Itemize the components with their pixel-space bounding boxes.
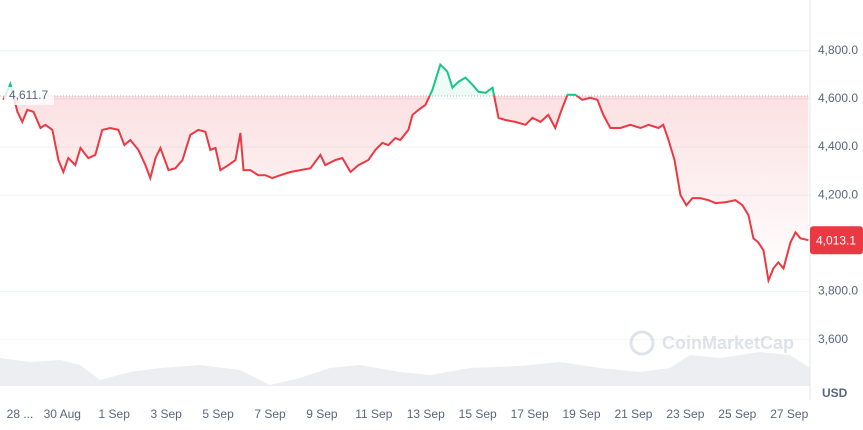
x-tick-label: 9 Sep bbox=[306, 407, 338, 421]
x-tick-label: 3 Sep bbox=[150, 407, 182, 421]
x-tick-label: 25 Sep bbox=[718, 407, 756, 421]
y-tick-label: 4,200.0 bbox=[818, 187, 858, 201]
y-tick-label: 4,800.0 bbox=[818, 43, 858, 57]
y-tick-label: 4,600.0 bbox=[818, 91, 858, 105]
baseline-label-bg bbox=[4, 86, 54, 105]
x-tick-label: 21 Sep bbox=[614, 407, 652, 421]
x-tick-label: 5 Sep bbox=[202, 407, 234, 421]
baseline-label: 4,611.7 bbox=[9, 88, 48, 102]
x-tick-label: 28 ... bbox=[7, 407, 34, 421]
x-tick-label: 1 Sep bbox=[99, 407, 131, 421]
x-tick-label: 13 Sep bbox=[407, 407, 445, 421]
current-price-box bbox=[810, 226, 863, 255]
x-tick-label: 15 Sep bbox=[459, 407, 497, 421]
watermark: CoinMarketCap bbox=[629, 330, 794, 356]
x-tick-label: 11 Sep bbox=[355, 407, 392, 421]
x-tick-label: 30 Aug bbox=[44, 407, 81, 421]
price-line bbox=[2, 95, 809, 285]
y-tick-label: 3,800.0 bbox=[818, 284, 858, 298]
x-tick-label: 7 Sep bbox=[254, 407, 286, 421]
watermark-text: CoinMarketCap bbox=[662, 333, 794, 353]
current-price-label: 4,013.1 bbox=[816, 233, 856, 247]
unit-label: USD bbox=[822, 386, 848, 400]
area-below bbox=[3, 95, 809, 281]
volume-area bbox=[0, 352, 810, 386]
x-tick-label: 17 Sep bbox=[511, 407, 549, 421]
x-tick-label: 23 Sep bbox=[666, 407, 704, 421]
x-tick-label: 27 Sep bbox=[770, 407, 808, 421]
x-tick-label: 19 Sep bbox=[563, 407, 601, 421]
y-tick-label: 3,600 bbox=[818, 332, 848, 346]
y-tick-label: 4,400.0 bbox=[818, 139, 858, 153]
